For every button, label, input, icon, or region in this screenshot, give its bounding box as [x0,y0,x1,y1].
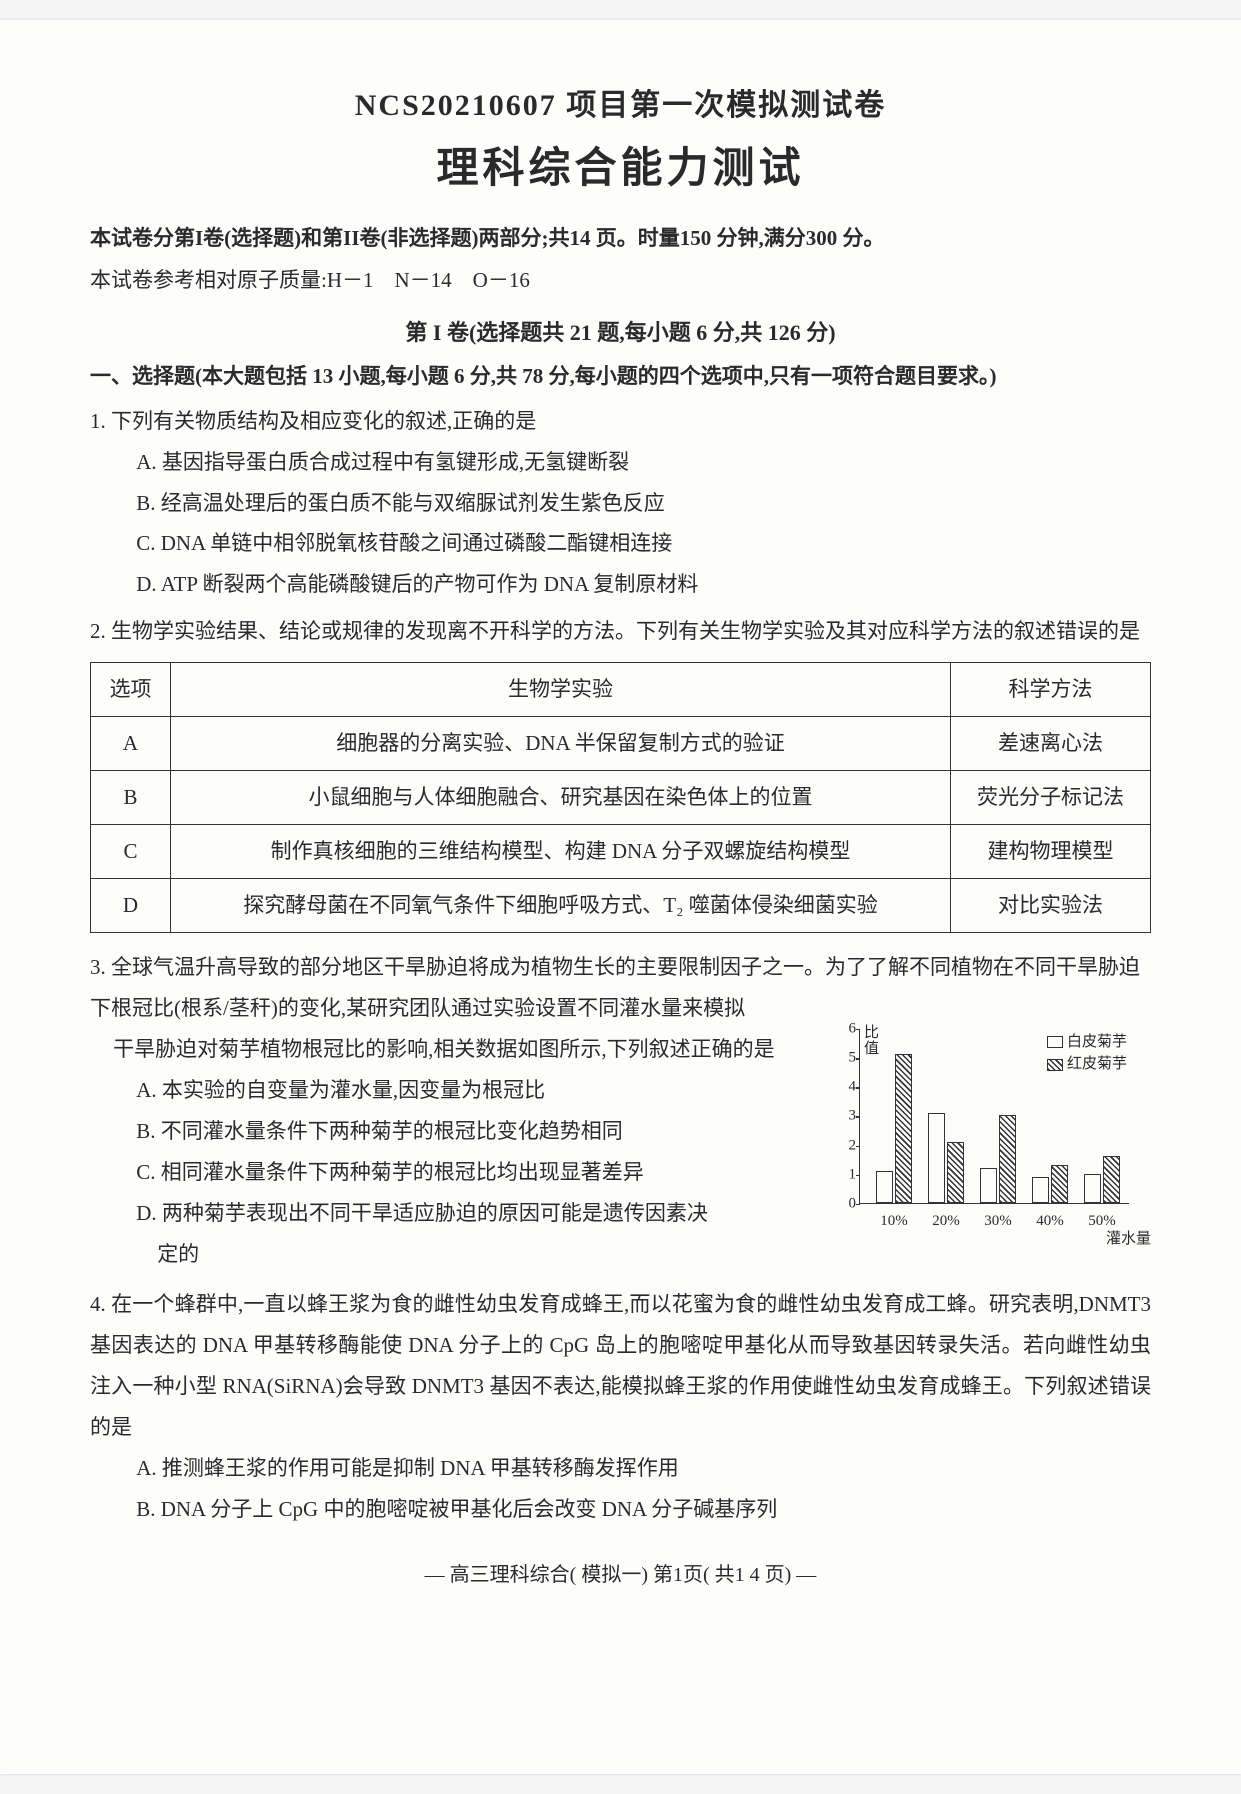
bar-white [928,1113,945,1203]
bar-group [1032,1165,1070,1203]
ytick-label: 6 [838,1014,856,1043]
question-3: 3. 全球气温升高导致的部分地区干旱胁迫将成为植物生长的主要限制因子之一。为了了… [90,947,1151,1275]
bar-hatched [1103,1156,1120,1203]
bar-group [1084,1156,1122,1203]
bar-group [876,1054,914,1203]
ytick-label: 4 [838,1073,856,1102]
q3-chart-ylabel: 比值 [864,1025,880,1058]
q2-table: 选项 生物学实验 科学方法 A细胞器的分离实验、DNA 半保留复制方式的验证差速… [90,662,1151,933]
doc-title-1: NCS20210607 项目第一次模拟测试卷 [90,80,1151,124]
table-cell: 制作真核细胞的三维结构模型、构建 DNA 分子双螺旋结构模型 [171,825,951,879]
q1-option-c: C. DNA 单链中相邻脱氧核苷酸之间通过磷酸二酯键相连接 [90,523,1151,564]
bar-hatched [895,1054,912,1203]
ytick-mark [856,1087,860,1089]
table-cell: 差速离心法 [951,717,1151,771]
page-footer: — 高三理科综合( 模拟一) 第1页( 共1 4 页) — [90,1558,1151,1587]
section-1-header: 第 I 卷(选择题共 21 题,每小题 6 分,共 126 分) [90,315,1151,347]
q3-chart: 比值 白皮菊芋 红皮菊芋 0123456 灌水量 10%20%30%40%50% [831,1029,1151,1244]
q4-option-a: A. 推测蜂王浆的作用可能是抑制 DNA 甲基转移酶发挥作用 [90,1448,1151,1489]
bar-group [980,1115,1018,1203]
q1-stem: 1. 下列有关物质结构及相应变化的叙述,正确的是 [90,401,1151,442]
q1-option-b: B. 经高温处理后的蛋白质不能与双缩脲试剂发生紫色反应 [90,483,1151,524]
legend-label-hatched: 红皮菊芋 [1067,1053,1127,1076]
q3-chart-axes: 比值 白皮菊芋 红皮菊芋 0123456 [859,1029,1129,1204]
table-cell: 建构物理模型 [951,825,1151,879]
q3-stem-line1: 3. 全球气温升高导致的部分地区干旱胁迫将成为植物生长的主要限制因子之一。为了了… [90,947,1151,1029]
ytick-mark [856,1029,860,1031]
bar-white [980,1168,997,1203]
bar-hatched [1051,1165,1068,1203]
bar-hatched [999,1115,1016,1203]
table-row: A细胞器的分离实验、DNA 半保留复制方式的验证差速离心法 [91,717,1151,771]
ytick-mark [856,1058,860,1060]
q3-option-b: B. 不同灌水量条件下两种菊芋的根冠比变化趋势相同 [90,1111,790,1152]
q3-option-a: A. 本实验的自变量为灌水量,因变量为根冠比 [90,1070,790,1111]
q4-stem: 4. 在一个蜂群中,一直以蜂王浆为食的雌性幼虫发育成蜂王,而以花蜜为食的雌性幼虫… [90,1284,1151,1448]
table-cell: 荧光分子标记法 [951,771,1151,825]
table-cell: 对比实验法 [951,879,1151,933]
q3-chart-legend: 白皮菊芋 红皮菊芋 [1047,1031,1127,1076]
ytick-label: 0 [838,1189,856,1218]
table-cell: 细胞器的分离实验、DNA 半保留复制方式的验证 [171,717,951,771]
intro-bold: 本试卷分第I卷(选择题)和第II卷(非选择题)两部分;共14 页。时量150 分… [90,219,1151,259]
ytick-mark [856,1146,860,1148]
xtick-label: 10% [871,1207,917,1236]
xtick-label: 30% [975,1207,1021,1236]
xtick-label: 40% [1027,1207,1073,1236]
ytick-label: 5 [838,1044,856,1073]
table-row: D探究酵母菌在不同氧气条件下细胞呼吸方式、T₂ 噬菌体侵染细菌实验对比实验法 [91,879,1151,933]
table-cell: 探究酵母菌在不同氧气条件下细胞呼吸方式、T₂ 噬菌体侵染细菌实验 [171,879,951,933]
ytick-label: 3 [838,1102,856,1131]
table-cell: 小鼠细胞与人体细胞融合、研究基因在染色体上的位置 [171,771,951,825]
bar-white [1084,1174,1101,1203]
q4-option-b: B. DNA 分子上 CpG 中的胞嘧啶被甲基化后会改变 DNA 分子碱基序列 [90,1489,1151,1530]
table-cell: B [91,771,171,825]
legend-label-white: 白皮菊芋 [1067,1031,1127,1054]
table-header-row: 选项 生物学实验 科学方法 [91,663,1151,717]
xtick-label: 50% [1079,1207,1125,1236]
question-4: 4. 在一个蜂群中,一直以蜂王浆为食的雌性幼虫发育成蜂王,而以花蜜为食的雌性幼虫… [90,1284,1151,1530]
table-row: B小鼠细胞与人体细胞融合、研究基因在染色体上的位置荧光分子标记法 [91,771,1151,825]
ytick-mark [856,1116,860,1118]
table-cell: C [91,825,171,879]
legend-row-white: 白皮菊芋 [1047,1031,1127,1054]
q3-option-c: C. 相同灌水量条件下两种菊芋的根冠比均出现显著差异 [90,1152,790,1193]
table-cell: D [91,879,171,933]
q3-stem-line2: 干旱胁迫对菊芋植物根冠比的影响,相关数据如图所示,下列叙述正确的是 [90,1029,790,1070]
legend-swatch-hatched [1047,1059,1063,1071]
ytick-mark [856,1175,860,1177]
exam-page: NCS20210607 项目第一次模拟测试卷 理科综合能力测试 本试卷分第I卷(… [0,20,1241,1774]
q2-th-experiment: 生物学实验 [171,663,951,717]
q1-option-d: D. ATP 断裂两个高能磷酸键后的产物可作为 DNA 复制原材料 [90,564,1151,605]
legend-swatch-white [1047,1036,1063,1048]
ytick-label: 1 [838,1160,856,1189]
bar-white [876,1171,893,1203]
bar-white [1032,1177,1049,1203]
q2-th-method: 科学方法 [951,663,1151,717]
bar-hatched [947,1142,964,1203]
bar-group [928,1113,966,1203]
q2-tbody: A细胞器的分离实验、DNA 半保留复制方式的验证差速离心法B小鼠细胞与人体细胞融… [91,717,1151,933]
question-2: 2. 生物学实验结果、结论或规律的发现离不开科学的方法。下列有关生物学实验及其对… [90,611,1151,933]
legend-row-hatched: 红皮菊芋 [1047,1053,1127,1076]
xtick-label: 20% [923,1207,969,1236]
ytick-label: 2 [838,1131,856,1160]
q1-option-a: A. 基因指导蛋白质合成过程中有氢键形成,无氢键断裂 [90,442,1151,483]
table-cell: A [91,717,171,771]
doc-title-2: 理科综合能力测试 [90,134,1151,195]
q3-option-d: D. 两种菊芋表现出不同干旱适应胁迫的原因可能是遗传因素决 [90,1193,790,1234]
ytick-mark [856,1204,860,1206]
table-row: C制作真核细胞的三维结构模型、构建 DNA 分子双螺旋结构模型建构物理模型 [91,825,1151,879]
q2-stem: 2. 生物学实验结果、结论或规律的发现离不开科学的方法。下列有关生物学实验及其对… [90,611,1151,652]
question-1: 1. 下列有关物质结构及相应变化的叙述,正确的是 A. 基因指导蛋白质合成过程中… [90,401,1151,606]
part1-instruction: 一、选择题(本大题包括 13 小题,每小题 6 分,共 78 分,每小题的四个选… [90,357,1151,397]
intro-atomic-mass: 本试卷参考相对原子质量:H－1 N－14 O－16 [90,261,1151,301]
q2-th-option: 选项 [91,663,171,717]
